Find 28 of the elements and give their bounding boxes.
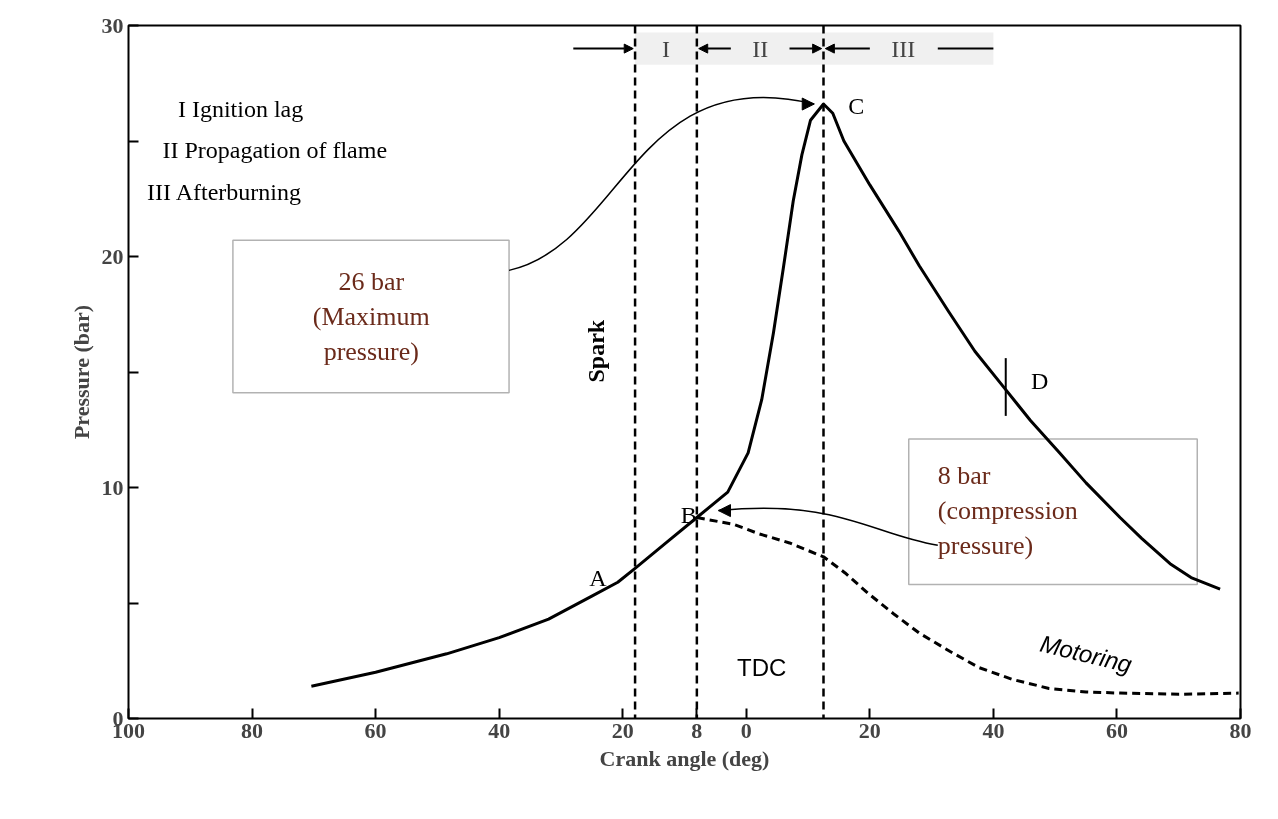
x-tick-label: 8 (691, 717, 703, 743)
x-tick-label: 60 (1105, 717, 1128, 743)
x-tick-label: 80 (241, 717, 264, 743)
band-label: III (891, 35, 916, 62)
annotation: D (1031, 368, 1049, 395)
band-label: II (752, 35, 769, 62)
annotation: Spark (582, 319, 609, 383)
annotation: C (848, 93, 865, 120)
annotation: II Propagation of flame (162, 137, 388, 164)
y-axis-title: Pressure (bar) (68, 304, 94, 440)
y-tick-label: 10 (101, 474, 124, 500)
annotation: 8 bar (compression pressure) (937, 461, 1078, 560)
x-tick-label: 20 (611, 717, 634, 743)
x-tick-label: 40 (488, 717, 511, 743)
x-axis-title: Crank angle (deg) (599, 745, 770, 771)
annotation: I Ignition lag (177, 95, 304, 122)
annotation: A (589, 564, 608, 591)
x-tick-label: 60 (364, 717, 387, 743)
x-tick-label: 40 (982, 717, 1005, 743)
y-tick-label: 20 (101, 243, 124, 269)
band-label: I (661, 35, 670, 62)
annotation: TDC (737, 654, 787, 682)
annotation: 26 bar (Maximum pressure) (312, 267, 430, 366)
y-tick-label: 30 (101, 12, 124, 38)
x-tick-label: 0 (740, 717, 752, 743)
annotation: III Afterburning (147, 178, 301, 205)
x-tick-label: 20 (858, 717, 881, 743)
x-tick-label: 80 (1229, 717, 1252, 743)
